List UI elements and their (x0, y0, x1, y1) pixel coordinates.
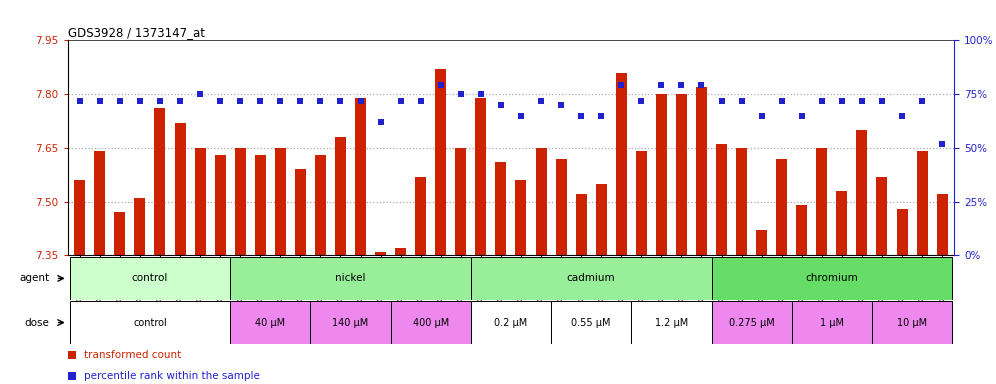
Bar (295, 169, 306, 255)
Bar (95, 151, 106, 255)
Bar (230, 257, 471, 300)
Bar (711, 301, 792, 344)
Bar (134, 198, 145, 255)
Bar (335, 137, 346, 255)
Bar (796, 205, 808, 255)
Bar (154, 108, 165, 255)
Text: 40 μM: 40 μM (255, 318, 285, 328)
Text: percentile rank within the sample: percentile rank within the sample (84, 371, 260, 381)
Bar (455, 148, 466, 255)
Bar (756, 230, 767, 255)
Bar (655, 94, 667, 255)
Bar (471, 301, 551, 344)
Text: cadmium: cadmium (567, 273, 616, 283)
Text: nickel: nickel (336, 273, 366, 283)
Bar (837, 191, 848, 255)
Text: 10 μM: 10 μM (897, 318, 927, 328)
Bar (115, 212, 125, 255)
Bar (896, 209, 907, 255)
Text: 1.2 μM: 1.2 μM (654, 318, 688, 328)
Bar (556, 159, 567, 255)
Bar (631, 301, 711, 344)
Bar (716, 144, 727, 255)
Bar (616, 73, 626, 255)
Bar (635, 151, 646, 255)
Bar (696, 87, 707, 255)
Text: chromium: chromium (806, 273, 859, 283)
Bar (471, 257, 711, 300)
Bar (214, 155, 226, 255)
Bar (872, 301, 952, 344)
Bar (70, 257, 230, 300)
Text: dose: dose (25, 318, 50, 328)
Bar (475, 98, 486, 255)
Bar (711, 257, 952, 300)
Text: agent: agent (20, 273, 50, 283)
Text: 1 μM: 1 μM (820, 318, 844, 328)
Bar (375, 252, 386, 255)
Bar (194, 148, 205, 255)
Bar (415, 177, 426, 255)
Text: GDS3928 / 1373147_at: GDS3928 / 1373147_at (68, 26, 205, 39)
Bar (315, 155, 326, 255)
Bar (551, 301, 631, 344)
Bar (916, 151, 927, 255)
Bar (857, 130, 868, 255)
Bar (435, 69, 446, 255)
Bar (235, 148, 246, 255)
Bar (516, 180, 527, 255)
Bar (395, 248, 406, 255)
Bar (576, 194, 587, 255)
Text: 0.55 μM: 0.55 μM (572, 318, 611, 328)
Bar (736, 148, 747, 255)
Bar (495, 162, 506, 255)
Bar (776, 159, 787, 255)
Bar (596, 184, 607, 255)
Bar (817, 148, 828, 255)
Text: control: control (131, 273, 168, 283)
Bar (676, 94, 687, 255)
Bar (75, 180, 86, 255)
Bar (255, 155, 266, 255)
Bar (174, 123, 185, 255)
Text: 400 μM: 400 μM (412, 318, 449, 328)
Bar (70, 301, 230, 344)
Bar (390, 301, 471, 344)
Bar (230, 301, 311, 344)
Text: 0.2 μM: 0.2 μM (494, 318, 528, 328)
Bar (536, 148, 547, 255)
Text: 140 μM: 140 μM (333, 318, 369, 328)
Bar (311, 301, 390, 344)
Bar (355, 98, 367, 255)
Text: 0.275 μM: 0.275 μM (729, 318, 775, 328)
Bar (936, 194, 947, 255)
Bar (275, 148, 286, 255)
Text: control: control (133, 318, 166, 328)
Bar (792, 301, 872, 344)
Text: transformed count: transformed count (84, 350, 181, 360)
Bar (876, 177, 887, 255)
